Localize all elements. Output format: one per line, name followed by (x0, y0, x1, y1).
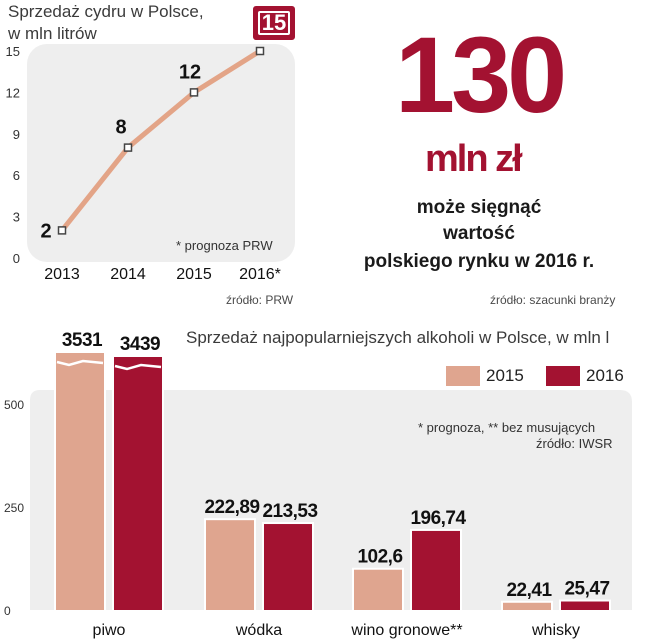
cider-xtick-label: 2013 (44, 266, 80, 283)
alcohol-ytick-label: 0 (4, 604, 11, 618)
cider-ytick-label: 3 (13, 210, 20, 225)
bar-value-label: 213,53 (262, 501, 317, 522)
bar-value-label: 3531 (62, 330, 103, 351)
alcohol-category-label: wódka (235, 622, 282, 639)
cider-source: źródło: PRW (226, 293, 294, 307)
cider-ytick-label: 9 (13, 127, 20, 142)
cider-value-label: 12 (179, 61, 201, 83)
cider-data-point (123, 143, 133, 152)
bar-piwo-2016 (112, 355, 164, 612)
alcohol-category-label: wino gronowe** (350, 622, 462, 639)
alcohol-ytick-label: 250 (4, 501, 24, 515)
bar-value-label: 222,89 (204, 497, 259, 518)
bar-axis-break-mark (56, 359, 104, 367)
market-source: źródło: szacunki branży (490, 293, 616, 307)
bar-wdka-2016 (262, 522, 314, 612)
legend-2016-swatch (546, 366, 580, 386)
legend-2016-label: 2016 (586, 366, 624, 385)
cider-value-label: 2 (40, 220, 51, 242)
bar-winogronowe-2015 (352, 567, 404, 613)
alcohol-note: * prognoza, ** bez musujących (418, 420, 596, 435)
bar-value-label: 3439 (120, 334, 160, 355)
bar-value-label: 196,74 (410, 508, 466, 529)
market-value-headline: 130 (395, 14, 567, 135)
market-desc-line1: może sięgnąć (416, 197, 542, 218)
legend-2015-label: 2015 (486, 366, 524, 385)
alcohol-chart-panel (30, 390, 632, 610)
alcohol-ytick-label: 500 (4, 398, 24, 412)
bar-axis-break-mark (114, 363, 162, 371)
cider-xtick-label: 2016* (239, 266, 281, 283)
cider-ytick-label: 12 (6, 85, 20, 100)
cider-ytick-label: 15 (6, 44, 20, 59)
cider-line-chart: 0 3 6 9 12 15 2 8 12 2013 2014 2015 2016* (6, 44, 295, 283)
bar-value-label: 102,6 (357, 547, 402, 568)
cider-2016-highlight-badge: 15 (253, 6, 295, 40)
cider-series-line (60, 48, 262, 232)
alcohol-category-label: whisky (531, 622, 580, 639)
market-value-unit: mln zł (425, 138, 523, 180)
cider-xtick-label: 2015 (176, 266, 212, 283)
cider-ytick-label: 0 (13, 251, 20, 266)
cider-xtick-label: 2014 (110, 266, 146, 283)
cider-chart-title-line1: Sprzedaż cydru w Polsce, (8, 2, 204, 21)
bar-piwo-2015 (54, 351, 106, 612)
legend-2015-swatch (446, 366, 480, 386)
market-desc-line3: polskiego rynku w 2016 r. (363, 251, 595, 272)
bar-whisky-2015 (501, 600, 553, 613)
bar-value-label: 25,47 (564, 579, 609, 600)
cider-ytick-label: 6 (13, 168, 20, 183)
bar-whisky-2016 (559, 599, 611, 612)
cider-2016-highlight-value: 15 (261, 10, 287, 35)
cider-data-point (57, 226, 67, 235)
bar-wdka-2015 (204, 518, 256, 612)
cider-data-point (255, 46, 265, 56)
alcohol-category-label: piwo (93, 622, 126, 639)
cider-chart-panel (27, 44, 295, 262)
alcohol-source: źródło: IWSR (536, 436, 613, 451)
bar-winogronowe-2016 (410, 528, 462, 612)
cider-value-label: 8 (115, 117, 126, 139)
bar-value-label: 22,41 (506, 580, 552, 601)
market-desc-line2: wartość (443, 223, 515, 244)
alcohol-chart-title: Sprzedaż najpopularniejszych alkoholi w … (186, 328, 610, 347)
cider-chart-title-line2: w mln litrów (8, 24, 97, 43)
cider-data-point (189, 88, 199, 97)
cider-note: * prognoza PRW (176, 238, 273, 253)
